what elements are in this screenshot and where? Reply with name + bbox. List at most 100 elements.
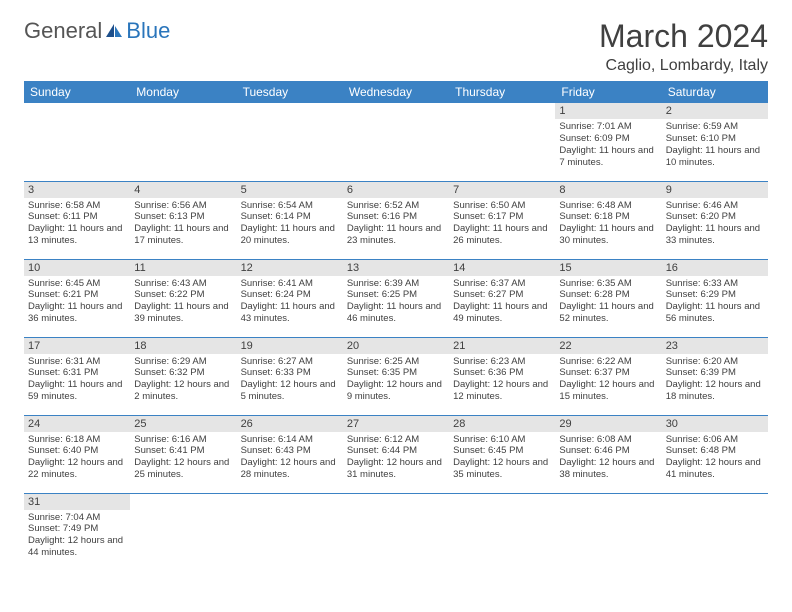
- day-content: Sunrise: 6:50 AMSunset: 6:17 PMDaylight:…: [449, 198, 555, 250]
- day-number: [24, 103, 130, 107]
- day-number: [130, 103, 236, 107]
- day-content: Sunrise: 6:52 AMSunset: 6:16 PMDaylight:…: [343, 198, 449, 250]
- calendar-row: 1Sunrise: 7:01 AMSunset: 6:09 PMDaylight…: [24, 103, 768, 181]
- day-number: 29: [555, 416, 661, 432]
- calendar-cell: 23Sunrise: 6:20 AMSunset: 6:39 PMDayligh…: [662, 337, 768, 415]
- day-content: Sunrise: 6:27 AMSunset: 6:33 PMDaylight:…: [237, 354, 343, 406]
- day-number: 1: [555, 103, 661, 119]
- calendar-cell: 24Sunrise: 6:18 AMSunset: 6:40 PMDayligh…: [24, 415, 130, 493]
- calendar-row: 31Sunrise: 7:04 AMSunset: 7:49 PMDayligh…: [24, 493, 768, 571]
- day-content: Sunrise: 6:06 AMSunset: 6:48 PMDaylight:…: [662, 432, 768, 484]
- day-content: Sunrise: 6:25 AMSunset: 6:35 PMDaylight:…: [343, 354, 449, 406]
- day-header: Sunday: [24, 81, 130, 103]
- day-content: Sunrise: 6:46 AMSunset: 6:20 PMDaylight:…: [662, 198, 768, 250]
- day-number: 25: [130, 416, 236, 432]
- calendar-cell: [449, 493, 555, 571]
- calendar-cell: 3Sunrise: 6:58 AMSunset: 6:11 PMDaylight…: [24, 181, 130, 259]
- day-content: Sunrise: 6:35 AMSunset: 6:28 PMDaylight:…: [555, 276, 661, 328]
- calendar-cell: 13Sunrise: 6:39 AMSunset: 6:25 PMDayligh…: [343, 259, 449, 337]
- calendar-row: 3Sunrise: 6:58 AMSunset: 6:11 PMDaylight…: [24, 181, 768, 259]
- calendar-cell: 25Sunrise: 6:16 AMSunset: 6:41 PMDayligh…: [130, 415, 236, 493]
- day-number: 3: [24, 182, 130, 198]
- header: General Blue March 2024 Caglio, Lombardy…: [24, 18, 768, 75]
- day-content: Sunrise: 6:22 AMSunset: 6:37 PMDaylight:…: [555, 354, 661, 406]
- logo: General Blue: [24, 18, 170, 44]
- calendar-cell: 2Sunrise: 6:59 AMSunset: 6:10 PMDaylight…: [662, 103, 768, 181]
- day-number: 7: [449, 182, 555, 198]
- day-content: Sunrise: 6:16 AMSunset: 6:41 PMDaylight:…: [130, 432, 236, 484]
- calendar-cell: [130, 103, 236, 181]
- day-header-row: Sunday Monday Tuesday Wednesday Thursday…: [24, 81, 768, 103]
- calendar-row: 17Sunrise: 6:31 AMSunset: 6:31 PMDayligh…: [24, 337, 768, 415]
- day-number: 24: [24, 416, 130, 432]
- calendar-cell: 16Sunrise: 6:33 AMSunset: 6:29 PMDayligh…: [662, 259, 768, 337]
- calendar-table: Sunday Monday Tuesday Wednesday Thursday…: [24, 81, 768, 571]
- logo-text-general: General: [24, 18, 102, 44]
- day-content: Sunrise: 6:10 AMSunset: 6:45 PMDaylight:…: [449, 432, 555, 484]
- logo-text-blue: Blue: [126, 18, 170, 44]
- day-number: 21: [449, 338, 555, 354]
- day-header: Wednesday: [343, 81, 449, 103]
- day-content: Sunrise: 6:33 AMSunset: 6:29 PMDaylight:…: [662, 276, 768, 328]
- day-number: [237, 494, 343, 498]
- day-header: Tuesday: [237, 81, 343, 103]
- day-number: 4: [130, 182, 236, 198]
- calendar-cell: 6Sunrise: 6:52 AMSunset: 6:16 PMDaylight…: [343, 181, 449, 259]
- day-content: Sunrise: 6:39 AMSunset: 6:25 PMDaylight:…: [343, 276, 449, 328]
- day-number: 5: [237, 182, 343, 198]
- calendar-cell: [130, 493, 236, 571]
- day-content: Sunrise: 6:43 AMSunset: 6:22 PMDaylight:…: [130, 276, 236, 328]
- calendar-cell: 17Sunrise: 6:31 AMSunset: 6:31 PMDayligh…: [24, 337, 130, 415]
- day-number: 26: [237, 416, 343, 432]
- day-number: 15: [555, 260, 661, 276]
- day-number: [343, 103, 449, 107]
- calendar-cell: 21Sunrise: 6:23 AMSunset: 6:36 PMDayligh…: [449, 337, 555, 415]
- day-content: Sunrise: 6:41 AMSunset: 6:24 PMDaylight:…: [237, 276, 343, 328]
- calendar-cell: 28Sunrise: 6:10 AMSunset: 6:45 PMDayligh…: [449, 415, 555, 493]
- day-content: Sunrise: 6:08 AMSunset: 6:46 PMDaylight:…: [555, 432, 661, 484]
- calendar-cell: 11Sunrise: 6:43 AMSunset: 6:22 PMDayligh…: [130, 259, 236, 337]
- title-block: March 2024 Caglio, Lombardy, Italy: [599, 18, 768, 75]
- day-number: 8: [555, 182, 661, 198]
- day-content: Sunrise: 6:31 AMSunset: 6:31 PMDaylight:…: [24, 354, 130, 406]
- day-content: Sunrise: 7:01 AMSunset: 6:09 PMDaylight:…: [555, 119, 661, 171]
- calendar-cell: 30Sunrise: 6:06 AMSunset: 6:48 PMDayligh…: [662, 415, 768, 493]
- day-content: Sunrise: 6:29 AMSunset: 6:32 PMDaylight:…: [130, 354, 236, 406]
- day-number: 6: [343, 182, 449, 198]
- day-content: Sunrise: 6:18 AMSunset: 6:40 PMDaylight:…: [24, 432, 130, 484]
- day-content: Sunrise: 6:56 AMSunset: 6:13 PMDaylight:…: [130, 198, 236, 250]
- day-content: Sunrise: 6:14 AMSunset: 6:43 PMDaylight:…: [237, 432, 343, 484]
- day-number: 14: [449, 260, 555, 276]
- day-number: [555, 494, 661, 498]
- day-header: Friday: [555, 81, 661, 103]
- calendar-cell: 8Sunrise: 6:48 AMSunset: 6:18 PMDaylight…: [555, 181, 661, 259]
- calendar-cell: 27Sunrise: 6:12 AMSunset: 6:44 PMDayligh…: [343, 415, 449, 493]
- day-number: [662, 494, 768, 498]
- day-number: [343, 494, 449, 498]
- day-number: 18: [130, 338, 236, 354]
- day-number: 10: [24, 260, 130, 276]
- day-number: 16: [662, 260, 768, 276]
- day-number: 28: [449, 416, 555, 432]
- calendar-row: 10Sunrise: 6:45 AMSunset: 6:21 PMDayligh…: [24, 259, 768, 337]
- day-content: Sunrise: 6:58 AMSunset: 6:11 PMDaylight:…: [24, 198, 130, 250]
- calendar-cell: 18Sunrise: 6:29 AMSunset: 6:32 PMDayligh…: [130, 337, 236, 415]
- calendar-cell: 29Sunrise: 6:08 AMSunset: 6:46 PMDayligh…: [555, 415, 661, 493]
- day-number: 17: [24, 338, 130, 354]
- calendar-cell: 15Sunrise: 6:35 AMSunset: 6:28 PMDayligh…: [555, 259, 661, 337]
- day-number: [237, 103, 343, 107]
- calendar-cell: 4Sunrise: 6:56 AMSunset: 6:13 PMDaylight…: [130, 181, 236, 259]
- calendar-cell: [555, 493, 661, 571]
- calendar-cell: 12Sunrise: 6:41 AMSunset: 6:24 PMDayligh…: [237, 259, 343, 337]
- day-content: Sunrise: 6:45 AMSunset: 6:21 PMDaylight:…: [24, 276, 130, 328]
- calendar-cell: [662, 493, 768, 571]
- day-number: 2: [662, 103, 768, 119]
- location: Caglio, Lombardy, Italy: [599, 57, 768, 75]
- calendar-cell: 9Sunrise: 6:46 AMSunset: 6:20 PMDaylight…: [662, 181, 768, 259]
- day-number: 30: [662, 416, 768, 432]
- day-content: Sunrise: 6:54 AMSunset: 6:14 PMDaylight:…: [237, 198, 343, 250]
- day-number: 12: [237, 260, 343, 276]
- day-content: Sunrise: 6:37 AMSunset: 6:27 PMDaylight:…: [449, 276, 555, 328]
- calendar-cell: 10Sunrise: 6:45 AMSunset: 6:21 PMDayligh…: [24, 259, 130, 337]
- day-number: 23: [662, 338, 768, 354]
